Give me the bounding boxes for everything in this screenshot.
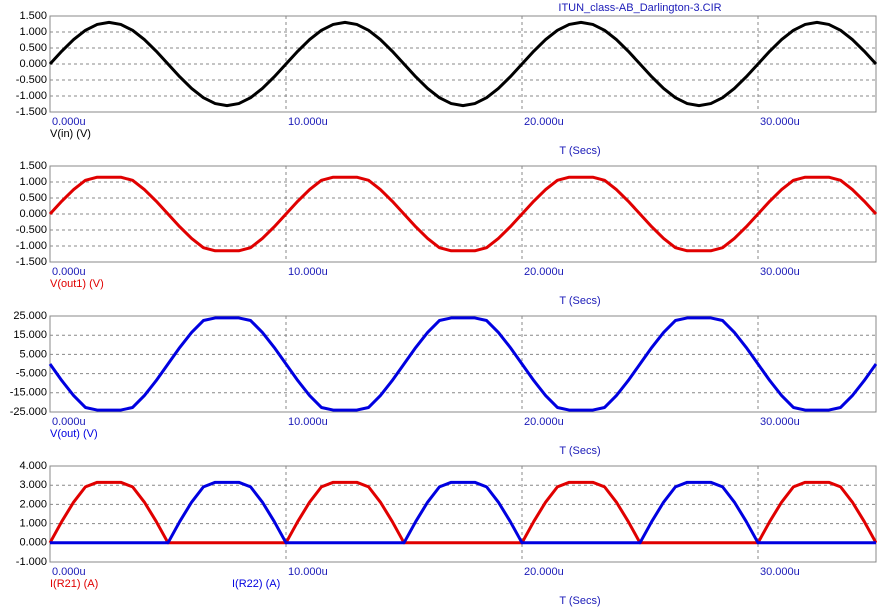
y-tick-label: 1.500 xyxy=(19,10,47,22)
x-tick-label: 10.000u xyxy=(288,116,328,128)
y-tick-label: -0.500 xyxy=(16,224,47,236)
x-tick-label: 0.000u xyxy=(52,566,86,578)
y-tick-label: 0.500 xyxy=(19,192,47,204)
chart-title: ITUN_class-AB_Darlington-3.CIR xyxy=(558,2,721,14)
series-line xyxy=(48,480,877,545)
legend-label: V(out1) (V) xyxy=(50,278,104,290)
x-axis-label: T (Secs) xyxy=(559,595,600,607)
x-tick-label: 0.000u xyxy=(52,116,86,128)
y-tick-label: -1.000 xyxy=(16,556,47,568)
plot-frame xyxy=(49,315,877,413)
y-tick-label: -0.500 xyxy=(16,74,47,86)
x-tick-label: 30.000u xyxy=(760,266,800,278)
x-tick-label: 20.000u xyxy=(524,116,564,128)
x-tick-label: 10.000u xyxy=(288,566,328,578)
y-tick-label: 1.000 xyxy=(19,518,47,530)
legend-label: V(out) (V) xyxy=(50,428,98,440)
x-tick-label: 30.000u xyxy=(760,416,800,428)
x-tick-label: 20.000u xyxy=(524,566,564,578)
y-tick-label: 25.000 xyxy=(13,310,47,322)
y-tick-label: 1.000 xyxy=(19,26,47,38)
series-line xyxy=(48,175,877,253)
y-tick-label: -1.000 xyxy=(16,240,47,252)
x-axis-label: T (Secs) xyxy=(559,445,600,457)
y-tick-label: 5.000 xyxy=(19,348,47,360)
x-tick-label: 0.000u xyxy=(52,266,86,278)
y-tick-label: -15.000 xyxy=(10,387,47,399)
legend-label: I(R21) (A) xyxy=(50,578,98,590)
y-tick-label: 1.000 xyxy=(19,176,47,188)
x-tick-label: 20.000u xyxy=(524,266,564,278)
y-tick-label: -1.000 xyxy=(16,90,47,102)
x-tick-label: 0.000u xyxy=(52,416,86,428)
x-axis-label: T (Secs) xyxy=(559,145,600,157)
y-tick-label: -1.500 xyxy=(16,106,47,118)
x-axis-label: T (Secs) xyxy=(559,295,600,307)
y-tick-label: 4.000 xyxy=(19,460,47,472)
y-tick-label: 0.000 xyxy=(19,208,47,220)
y-tick-label: 0.000 xyxy=(19,537,47,549)
x-tick-label: 30.000u xyxy=(760,566,800,578)
y-tick-label: 15.000 xyxy=(13,329,47,341)
y-tick-label: -5.000 xyxy=(16,368,47,380)
y-tick-label: 1.500 xyxy=(19,160,47,172)
y-tick-label: 3.000 xyxy=(19,479,47,491)
series-line xyxy=(48,316,877,412)
legend-label: V(in) (V) xyxy=(50,128,91,140)
y-tick-label: -1.500 xyxy=(16,256,47,268)
series-line xyxy=(50,480,876,545)
x-tick-label: 20.000u xyxy=(524,416,564,428)
y-tick-label: 0.500 xyxy=(19,42,47,54)
x-tick-label: 10.000u xyxy=(288,416,328,428)
y-tick-label: 2.000 xyxy=(19,498,47,510)
x-tick-label: 10.000u xyxy=(288,266,328,278)
y-tick-label: -25.000 xyxy=(10,406,47,418)
series-line xyxy=(48,20,877,108)
plot-frame xyxy=(49,465,877,563)
x-tick-label: 30.000u xyxy=(760,116,800,128)
legend-label: I(R22) (A) xyxy=(232,578,280,590)
y-tick-label: 0.000 xyxy=(19,58,47,70)
